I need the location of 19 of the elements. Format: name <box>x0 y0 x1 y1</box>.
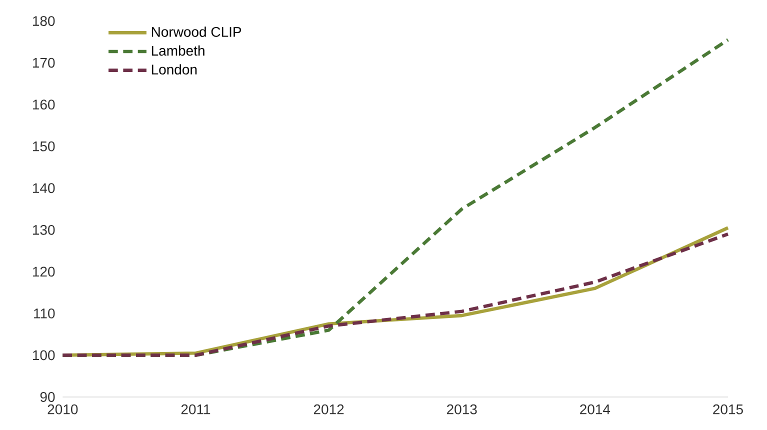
x-tick-label: 2010 <box>48 404 78 414</box>
y-tick-label: 180 <box>33 16 55 26</box>
legend-label: London <box>152 64 197 75</box>
y-tick-label: 150 <box>33 141 55 152</box>
x-tick-label: 2014 <box>580 404 610 414</box>
y-tick-label: 100 <box>33 350 55 360</box>
y-tick-label: 170 <box>33 58 55 68</box>
y-tick-label: 120 <box>33 266 55 277</box>
y-tick-label: 160 <box>33 100 55 110</box>
x-tick-label: 2012 <box>314 404 344 414</box>
legend-label: Norwood CLIP <box>152 26 242 37</box>
y-tick-label: 140 <box>33 183 55 194</box>
x-tick-label: 2011 <box>181 404 210 414</box>
x-tick-label: 2015 <box>713 404 743 414</box>
x-tick-label: 2013 <box>447 404 477 414</box>
y-tick-label: 90 <box>40 392 55 402</box>
y-tick-label: 110 <box>34 308 55 318</box>
y-tick-label: 130 <box>33 224 55 235</box>
legend-label: Lambeth <box>152 45 204 56</box>
